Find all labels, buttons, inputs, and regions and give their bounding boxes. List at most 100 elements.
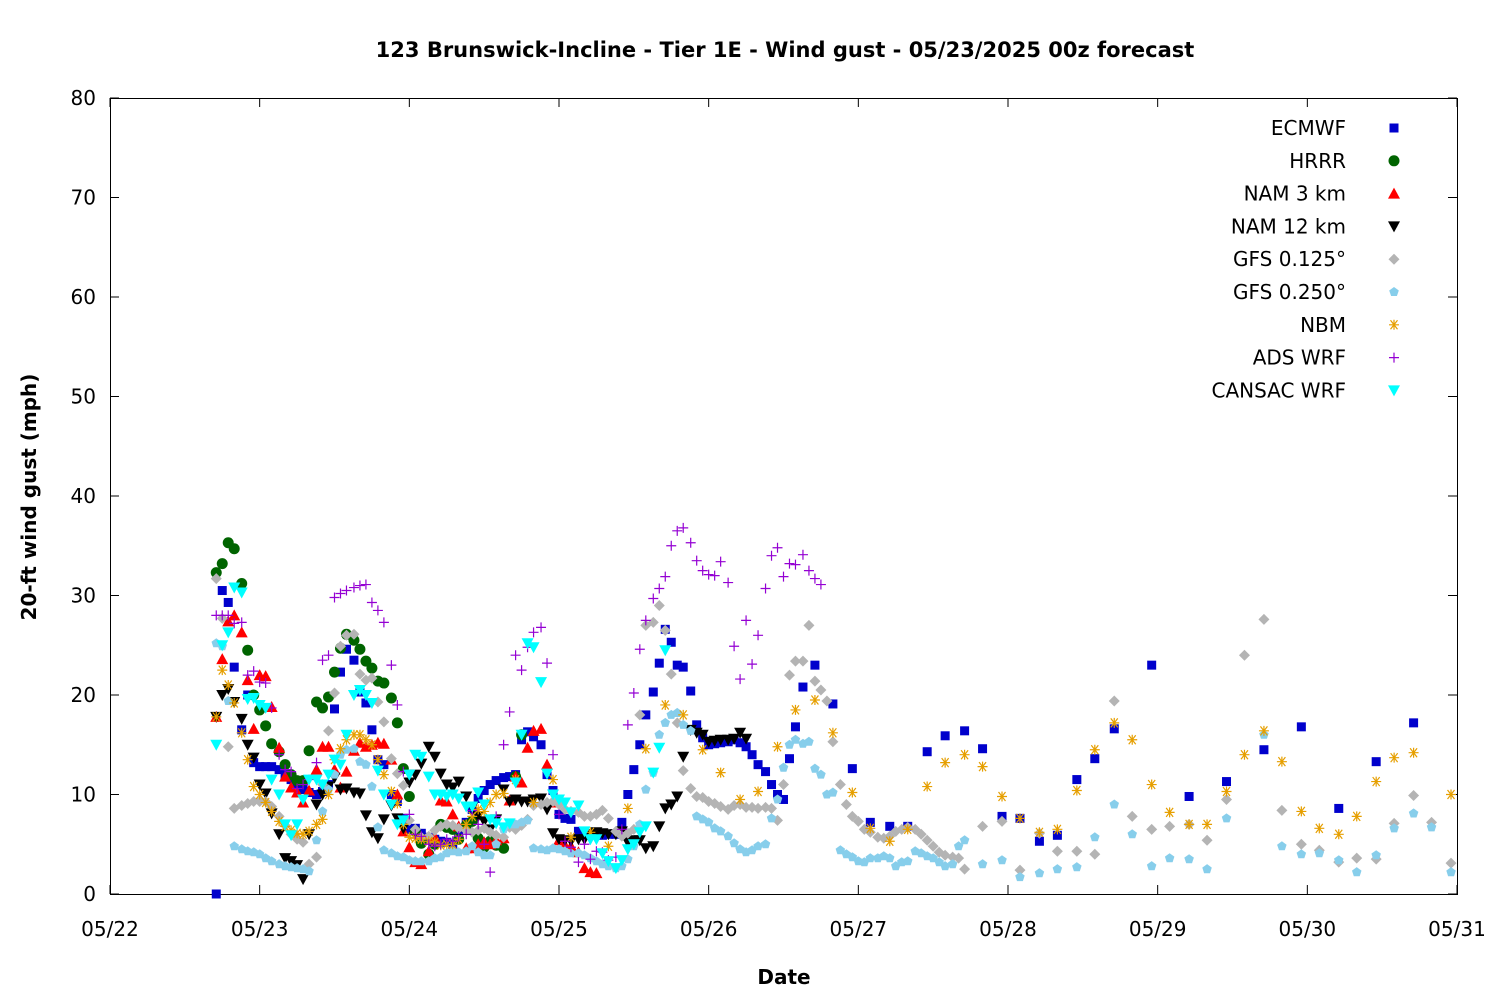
data-point [453, 831, 464, 842]
data-point [666, 637, 676, 647]
data-point [903, 856, 913, 866]
data-point [977, 820, 989, 832]
data-point [354, 643, 366, 655]
data-point [634, 709, 646, 721]
data-point [790, 722, 800, 732]
data-point [767, 780, 777, 790]
data-point [947, 859, 958, 869]
legend-marker [1388, 253, 1400, 265]
data-point [366, 739, 377, 750]
data-point [348, 628, 360, 640]
data-point [1314, 848, 1325, 858]
data-point [1202, 864, 1212, 874]
data-point [685, 783, 697, 795]
data-point [303, 784, 316, 796]
data-point [435, 839, 446, 850]
data-point [865, 823, 876, 834]
data-point [621, 844, 634, 856]
data-point [827, 736, 839, 748]
data-point [1034, 836, 1044, 846]
data-point [1371, 776, 1382, 787]
data-point [316, 779, 329, 791]
data-point [615, 855, 628, 867]
data-point [1276, 756, 1287, 767]
data-point [236, 727, 247, 738]
data-point [735, 674, 746, 685]
data-point [1184, 854, 1194, 864]
data-point [311, 757, 322, 768]
data-point [473, 819, 484, 830]
data-point [797, 655, 809, 667]
data-point [223, 680, 234, 691]
data-point [397, 815, 410, 827]
data-point [509, 777, 522, 789]
data-point [1258, 725, 1269, 736]
legend-marker [1389, 123, 1399, 133]
data-point [685, 537, 696, 548]
data-point [665, 799, 678, 811]
data-point [715, 767, 726, 778]
data-point [379, 845, 389, 855]
data-point [1109, 717, 1120, 728]
data-point [335, 667, 345, 677]
data-point [622, 803, 633, 814]
data-point [228, 543, 240, 555]
data-point [372, 605, 383, 616]
data-point [222, 627, 235, 639]
x-tick-label: 05/22 [81, 917, 139, 941]
data-point [349, 743, 359, 753]
data-point [216, 653, 229, 665]
data-point [329, 666, 340, 678]
data-point [778, 571, 789, 582]
data-point [789, 655, 801, 667]
data-point [940, 757, 951, 768]
data-point [416, 856, 427, 866]
data-point [647, 841, 660, 853]
data-point [729, 838, 739, 848]
data-point [753, 630, 764, 641]
data-point [1034, 868, 1045, 878]
data-point [498, 842, 510, 854]
data-point [678, 709, 689, 720]
data-point [311, 835, 322, 845]
data-point [236, 578, 248, 590]
data-point [322, 769, 335, 781]
data-point [959, 863, 971, 875]
data-point [1072, 775, 1082, 785]
data-point [902, 824, 913, 835]
data-point [996, 815, 1008, 827]
data-point [366, 672, 378, 684]
data-point [997, 855, 1007, 865]
data-point [377, 814, 390, 826]
y-tick-label: 60 [71, 285, 96, 309]
data-point [760, 839, 771, 849]
data-point [317, 702, 329, 714]
data-point [253, 699, 266, 711]
data-point [467, 811, 478, 822]
data-point [691, 555, 702, 566]
data-point [404, 824, 414, 834]
data-point [223, 597, 233, 607]
data-point [852, 815, 864, 827]
data-point [616, 824, 627, 835]
data-point [959, 835, 970, 845]
data-point [317, 655, 328, 666]
data-point [347, 690, 360, 701]
data-point [349, 655, 359, 665]
data-point [640, 743, 651, 754]
legend-label: NAM 12 km [1231, 214, 1346, 238]
data-point [1352, 867, 1362, 877]
data-point [428, 831, 441, 843]
legend-label: NBM [1300, 313, 1346, 337]
data-point [378, 716, 390, 728]
data-point [259, 670, 272, 682]
data-point [228, 582, 241, 594]
data-point [211, 889, 221, 899]
legend-marker [1389, 287, 1399, 296]
data-point [803, 619, 815, 631]
data-point [1089, 744, 1100, 755]
data-point [1277, 841, 1287, 851]
data-point [1409, 718, 1419, 728]
data-point [772, 794, 783, 804]
data-point [1296, 849, 1307, 859]
